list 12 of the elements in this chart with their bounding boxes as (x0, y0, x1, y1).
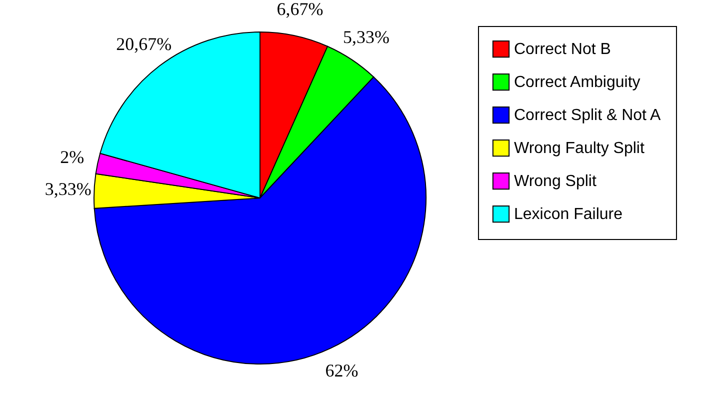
data-label: 62% (325, 360, 358, 381)
data-label: 6,67% (276, 0, 324, 20)
legend-label: Correct Split & Not A (514, 107, 662, 124)
legend-label: Wrong Split (514, 173, 597, 190)
legend-label: Correct Ambiguity (514, 74, 640, 91)
data-label: 2% (60, 147, 84, 168)
legend-label: Wrong Faulty Split (514, 140, 645, 157)
legend-label: Correct Not B (514, 41, 611, 58)
data-label: 5,33% (343, 27, 390, 48)
legend-label: Lexicon Failure (514, 206, 623, 223)
data-label: 3,33% (44, 178, 92, 199)
data-label: 20,67% (116, 34, 172, 54)
